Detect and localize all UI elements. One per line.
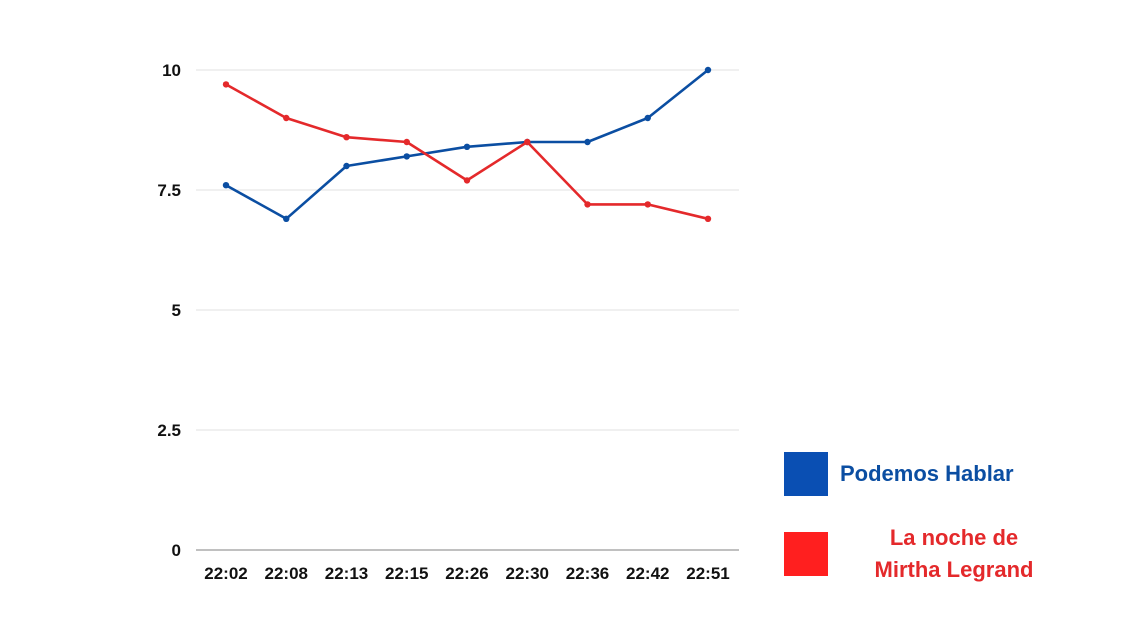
x-tick-label: 22:30: [506, 564, 549, 583]
legend-item-la-noche-de-mirtha-legrand: La noche de Mirtha Legrand: [784, 522, 1068, 586]
x-tick-label: 22:02: [204, 564, 247, 583]
data-point: [704, 215, 712, 222]
series-0: [222, 66, 712, 222]
data-point: [403, 138, 410, 146]
data-point: [222, 81, 230, 88]
data-point: [584, 201, 591, 208]
data-point: [403, 153, 410, 160]
x-tick-label: 22:51: [686, 564, 729, 583]
gridlines: [196, 69, 739, 551]
data-point: [343, 162, 350, 170]
x-tick-label: 22:26: [445, 564, 488, 583]
legend-item-podemos-hablar: Podemos Hablar: [784, 452, 1014, 496]
legend-swatch: [784, 452, 828, 496]
legend-label: La noche de Mirtha Legrand: [874, 525, 1034, 582]
data-point: [463, 177, 471, 184]
x-axis-ticks: 22:02 22:08 22:13 22:15 22:26 22:30 22:36 22:42…: [204, 564, 729, 583]
series-1: [222, 81, 712, 222]
x-tick-label: 22:13: [325, 564, 368, 583]
data-point: [463, 143, 471, 150]
data-point: [584, 138, 591, 146]
x-tick-label: 22:42: [626, 564, 669, 583]
data-point: [524, 138, 531, 146]
data-point: [283, 215, 290, 222]
x-tick-label: 22:08: [265, 564, 308, 583]
x-tick-label: 22:36: [566, 564, 609, 583]
legend-label: Podemos Hablar: [840, 461, 1014, 486]
data-point: [704, 66, 712, 74]
series-line: [225, 83, 709, 221]
y-tick-label: 10: [162, 61, 181, 80]
y-tick-label: 0: [172, 541, 181, 560]
y-tick-label: 5: [172, 301, 181, 320]
y-tick-label: 2.5: [157, 421, 181, 440]
data-point: [644, 114, 651, 122]
y-tick-label: 7.5: [157, 181, 181, 200]
x-tick-label: 22:15: [385, 564, 428, 583]
series-layer: [222, 66, 712, 222]
y-axis-ticks: 0 2.5 5 7.5 10: [157, 61, 181, 560]
legend-swatch: [784, 532, 828, 576]
data-point: [644, 201, 651, 208]
data-point: [222, 182, 230, 189]
data-point: [283, 114, 290, 122]
data-point: [343, 134, 350, 141]
